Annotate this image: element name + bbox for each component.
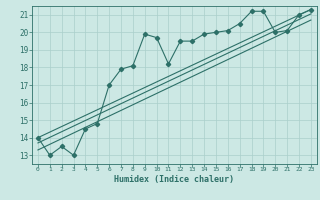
X-axis label: Humidex (Indice chaleur): Humidex (Indice chaleur) bbox=[115, 175, 234, 184]
